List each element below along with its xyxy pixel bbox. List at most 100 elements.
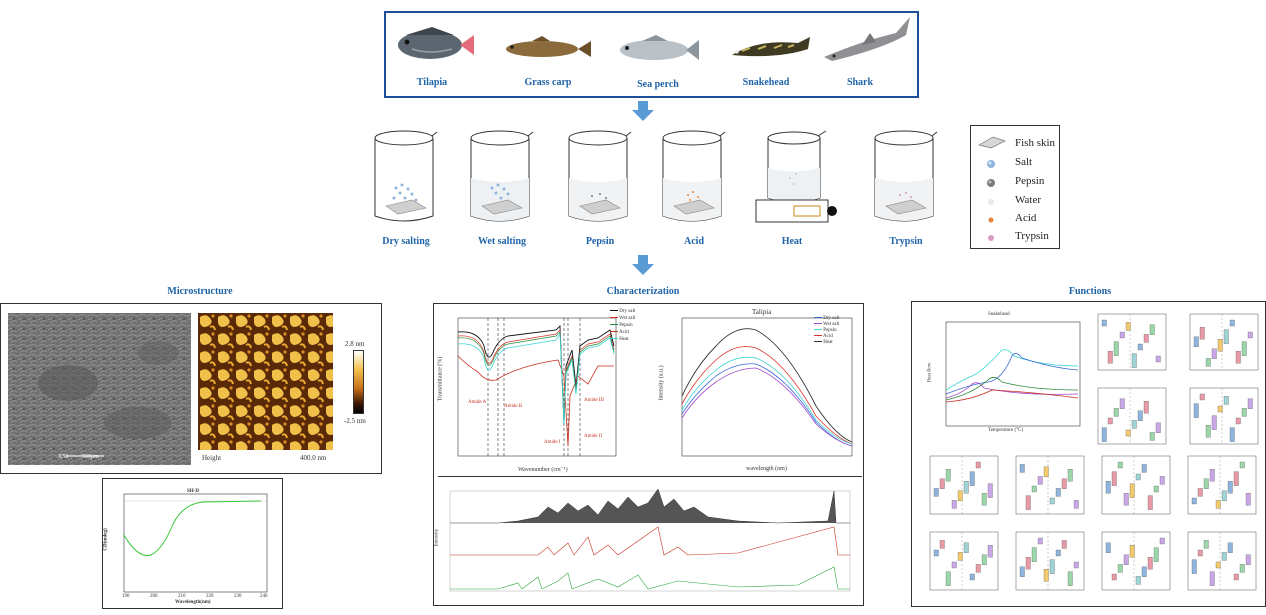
fish-label-snakehead: Snakehead: [742, 77, 790, 88]
box-plot-mark: [1233, 573, 1239, 581]
treatment-label-pepsin: Pepsin: [585, 236, 615, 247]
box-plot-mark: [957, 552, 963, 561]
fluor-title: Talipia: [752, 308, 772, 316]
sem-image: X50 500μm: [8, 313, 191, 465]
ftir-legend-item: Heat: [619, 337, 629, 342]
treatment-label-heat: Heat: [781, 236, 803, 247]
box-plot-mark: [957, 490, 963, 501]
box-plot-mark: [1215, 561, 1221, 569]
box-plot-mark: [1043, 466, 1049, 477]
box-plot-mark: [975, 564, 981, 573]
sea-perch-image: [616, 33, 700, 65]
box-plot-mark: [1073, 500, 1079, 509]
treatment-label-wet-salting: Wet salting: [477, 236, 527, 247]
salt-icon: [985, 157, 997, 175]
fish-skin-icon: [977, 135, 1007, 154]
box-plot-mark: [933, 549, 939, 557]
box-plot-mark: [1191, 559, 1197, 574]
cd-xtick: 210: [178, 594, 186, 599]
afm-colorbar-max: 2.8 nm: [345, 340, 365, 348]
box-plot-mark: [1235, 417, 1241, 425]
box-plot-mark: [1211, 415, 1217, 430]
fluor-ylabel: Intensity (a.u.): [658, 365, 665, 401]
box-plot-mark: [933, 488, 939, 497]
cd-title: SH-D: [187, 489, 199, 494]
legend-label-fish-skin: Fish skin: [1015, 137, 1056, 149]
box-plot-mark: [1227, 481, 1233, 494]
box-plot-mark: [1155, 355, 1161, 363]
ftir-legend-item: Dry salt: [619, 309, 636, 314]
mini-box-plot: [1097, 387, 1167, 445]
ftir-legend: Dry salt Wet salt Pepsin Acid Heat: [610, 308, 650, 343]
box-plot-mark: [1241, 341, 1247, 356]
box-plot-mark: [1113, 341, 1119, 356]
beaker-acid: [660, 128, 726, 228]
box-plot-mark: [1191, 497, 1197, 505]
box-plot-mark: [1209, 571, 1215, 586]
box-plot-mark: [1143, 334, 1149, 343]
fluor-legend-item: Acid: [822, 334, 833, 339]
fish-label-grass-carp: Grass carp: [524, 77, 572, 88]
box-plot-mark: [1141, 464, 1147, 473]
box-plot-mark: [1153, 485, 1159, 493]
box-plot-mark: [1119, 331, 1125, 339]
box-plot-mark: [1245, 493, 1251, 506]
ftir-ylabel: Transmittance (%): [437, 356, 444, 402]
mini-box-plot: [1189, 387, 1259, 445]
box-plot-mark: [1193, 336, 1199, 347]
mini-chart-grid: [912, 302, 1266, 608]
box-plot-mark: [1153, 547, 1159, 562]
box-plot-mark: [1137, 343, 1143, 351]
box-plot-mark: [1245, 554, 1251, 565]
box-plot-mark: [1229, 319, 1235, 327]
box-plot-mark: [1123, 493, 1129, 506]
box-plot-mark: [1199, 393, 1205, 401]
box-plot-mark: [1227, 542, 1233, 553]
box-plot-mark: [1159, 537, 1165, 545]
ftir-legend-item: Wet salt: [619, 316, 636, 321]
fish-label-sea-perch: Sea perch: [637, 79, 679, 90]
box-plot-mark: [1123, 554, 1129, 565]
sem-scale-label: X50: [58, 454, 69, 460]
tilapia-image: [392, 21, 476, 65]
fluor-legend-item: Dry salt: [823, 316, 840, 321]
box-plot-mark: [1055, 549, 1061, 557]
box-plot-mark: [987, 545, 993, 558]
box-plot-mark: [1067, 571, 1073, 586]
box-plot-mark: [1031, 485, 1037, 493]
down-arrow-icon: [631, 255, 655, 275]
box-plot-mark: [1019, 566, 1025, 577]
box-plot-mark: [945, 469, 951, 482]
box-plot-mark: [1239, 461, 1245, 469]
section-title-microstructure: Microstructure: [167, 286, 233, 297]
box-plot-mark: [1049, 497, 1055, 505]
ftir-xlabel: Wavenumber (cm⁻¹): [518, 467, 568, 473]
down-arrow-icon: [631, 101, 655, 121]
box-plot-mark: [1125, 322, 1131, 331]
fish-label-shark: Shark: [846, 77, 874, 88]
ftir-annotation-amide-iii: Amide III: [584, 398, 604, 403]
box-plot-mark: [1205, 425, 1211, 438]
mass-spectrum-chart: Intensity: [434, 476, 862, 603]
box-plot-mark: [951, 500, 957, 509]
functions-panel: Snakehead Temperature (°C) Heat flow: [911, 301, 1266, 607]
cd-xtick: 220: [206, 594, 214, 599]
box-plot-mark: [1155, 422, 1161, 433]
box-plot-mark: [945, 571, 951, 586]
box-plot-mark: [1067, 469, 1073, 482]
box-plot-mark: [981, 493, 987, 506]
box-plot-mark: [1203, 478, 1209, 489]
ftir-annotation-amide-a: Amide A: [468, 400, 487, 405]
trypsin-icon: [985, 231, 997, 249]
mini-box-plot: [1101, 455, 1171, 515]
legend-label-water: Water: [1015, 194, 1041, 206]
mini-box-plot: [929, 455, 999, 515]
box-plot-mark: [1135, 576, 1141, 585]
box-plot-mark: [1049, 559, 1055, 574]
mini-box-plot: [1187, 455, 1257, 515]
box-plot-mark: [1215, 500, 1221, 509]
box-plot-mark: [1129, 483, 1135, 498]
box-plot-mark: [1229, 427, 1235, 442]
box-plot-mark: [1137, 410, 1143, 421]
box-plot-mark: [1217, 405, 1223, 413]
